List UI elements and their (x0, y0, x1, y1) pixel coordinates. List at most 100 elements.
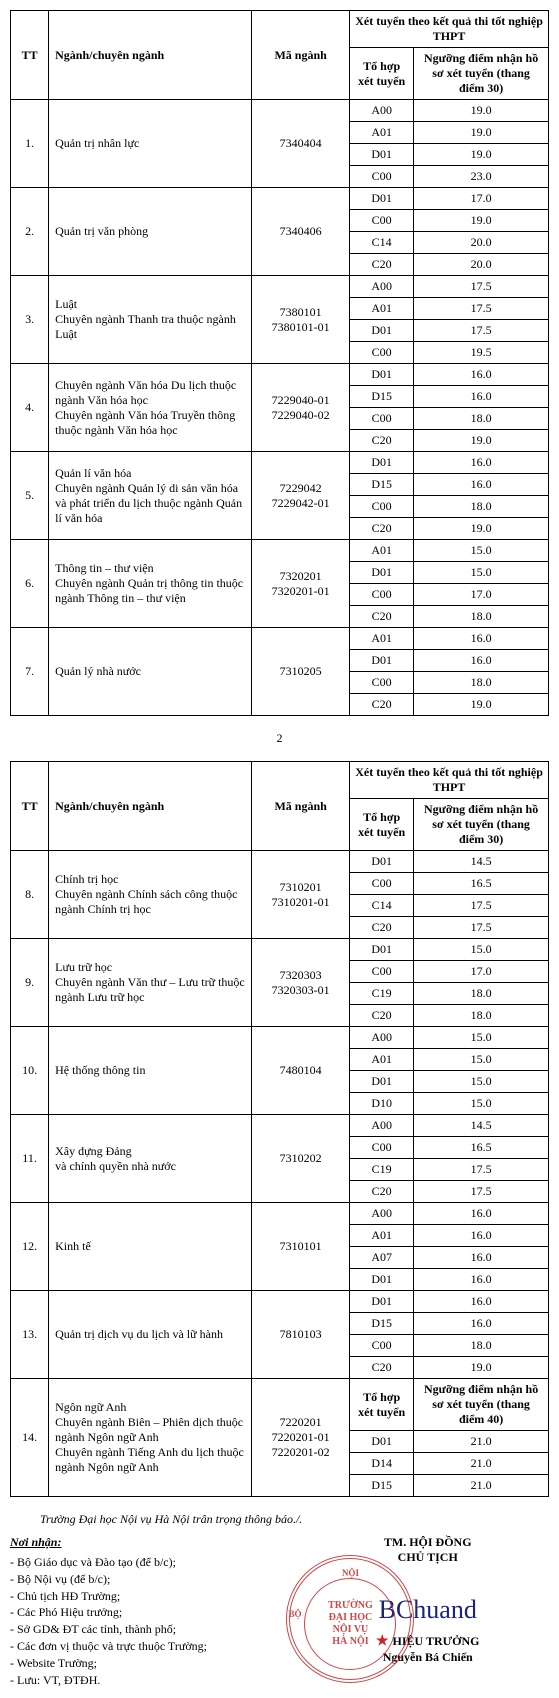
cell-tohop: A00 (350, 1027, 414, 1049)
cell-nguong: 19.0 (414, 430, 549, 452)
header-ma: Mã ngành (252, 762, 350, 851)
cell-tohop: D01 (350, 1269, 414, 1291)
cell-nguong: 16.0 (414, 1203, 549, 1225)
official-seal: NỘI TRƯỜNG ĐẠI HỌC NỘI VỤ HÀ NỘI BỘ (286, 1555, 414, 1683)
cell-nguong: 14.5 (414, 851, 549, 873)
cell-tohop: D01 (350, 1071, 414, 1093)
cell-nguong: 16.0 (414, 474, 549, 496)
cell-nguong: 20.0 (414, 254, 549, 276)
cell-tohop: A01 (350, 1225, 414, 1247)
cell-nguong: 19.0 (414, 100, 549, 122)
cell-nguong: 17.5 (414, 1181, 549, 1203)
cell-ma: 7310101 (252, 1203, 350, 1291)
cell-nguong: 18.0 (414, 606, 549, 628)
cell-nguong: 15.0 (414, 1093, 549, 1115)
cell-tohop: C20 (350, 917, 414, 939)
cell-nguong: 17.0 (414, 961, 549, 983)
distribution-item: - Chủ tịch HĐ Trường; (10, 1588, 306, 1605)
table-row: 9.Lưu trữ họcChuyên ngành Văn thư – Lưu … (11, 939, 549, 961)
table-row: 5.Quản lí văn hóaChuyên ngành Quản lý di… (11, 452, 549, 474)
cell-nguong: 14.5 (414, 1115, 549, 1137)
cell-nguong: 17.5 (414, 917, 549, 939)
table-row: 13.Quản trị dịch vụ du lịch và lữ hành78… (11, 1291, 549, 1313)
cell-nguong: 19.5 (414, 342, 549, 364)
cell-tohop: D01 (350, 144, 414, 166)
cell-tt: 4. (11, 364, 49, 452)
header-nguong: Ngưỡng điểm nhận hồ sơ xét tuyển (thang … (414, 799, 549, 851)
cell-nguong: 15.0 (414, 939, 549, 961)
cell-nganh: Quản trị nhân lực (49, 100, 252, 188)
cell-ma: 7340404 (252, 100, 350, 188)
cell-ma: 73801017380101-01 (252, 276, 350, 364)
cell-nganh: Hệ thống thông tin (49, 1027, 252, 1115)
admission-table-2: TT Ngành/chuyên ngành Mã ngành Xét tuyển… (10, 761, 549, 1497)
cell-nguong: 19.0 (414, 518, 549, 540)
cell-nguong: 17.0 (414, 188, 549, 210)
cell-nguong: 16.0 (414, 386, 549, 408)
cell-nganh: Quản lý nhà nước (49, 628, 252, 716)
cell-nguong: 15.0 (414, 540, 549, 562)
cell-ma: 7810103 (252, 1291, 350, 1379)
distribution-item: - Website Trường; (10, 1655, 306, 1672)
cell-tohop: C14 (350, 895, 414, 917)
cell-ma: 72290427229042-01 (252, 452, 350, 540)
cell-nganh: Xây dựng Đảngvà chính quyền nhà nước (49, 1115, 252, 1203)
cell-nganh: Chính trị họcChuyên ngành Chính sách côn… (49, 851, 252, 939)
cell-tohop: A00 (350, 1203, 414, 1225)
cell-tt: 9. (11, 939, 49, 1027)
cell-ma: 7229040-017229040-02 (252, 364, 350, 452)
header-nganh: Ngành/chuyên ngành (49, 11, 252, 100)
cell-tt: 13. (11, 1291, 49, 1379)
cell-tohop: C20 (350, 1005, 414, 1027)
cell-nguong: 19.0 (414, 694, 549, 716)
cell-nguong: 16.0 (414, 628, 549, 650)
cell-nguong: 16.5 (414, 1137, 549, 1159)
cell-tohop: D15 (350, 386, 414, 408)
cell-tohop: C20 (350, 430, 414, 452)
cell-tohop: D15 (350, 1313, 414, 1335)
table-row: 12.Kinh tế7310101A0016.0 (11, 1203, 549, 1225)
cell-nguong: 16.0 (414, 1269, 549, 1291)
cell-tt: 6. (11, 540, 49, 628)
cell-nguong: 16.0 (414, 1247, 549, 1269)
subheader-tohop: Tổ hợp xét tuyển (350, 1379, 414, 1431)
cell-ma: 7340406 (252, 188, 350, 276)
cell-tt: 8. (11, 851, 49, 939)
distribution-item: - Bộ Nội vụ (để b/c); (10, 1571, 306, 1588)
cell-tohop: D01 (350, 452, 414, 474)
header-tohop: Tổ hợp xét tuyển (350, 48, 414, 100)
distribution-item: - Bộ Giáo dục và Đào tạo (để b/c); (10, 1554, 306, 1571)
cell-tohop: C20 (350, 1357, 414, 1379)
header-tt: TT (11, 11, 49, 100)
table-row: 2.Quản trị văn phòng7340406D0117.0 (11, 188, 549, 210)
cell-nguong: 21.0 (414, 1431, 549, 1453)
cell-ma: 7310202 (252, 1115, 350, 1203)
distribution-item: - Các Phó Hiệu trưởng; (10, 1604, 306, 1621)
cell-tohop: D01 (350, 650, 414, 672)
cell-nguong: 18.0 (414, 408, 549, 430)
cell-tohop: D01 (350, 562, 414, 584)
table-row: 7.Quản lý nhà nước7310205A0116.0 (11, 628, 549, 650)
cell-tohop: A01 (350, 122, 414, 144)
cell-tohop: A00 (350, 100, 414, 122)
cell-tohop: C14 (350, 232, 414, 254)
cell-tohop: A00 (350, 1115, 414, 1137)
cell-tohop: C00 (350, 1335, 414, 1357)
cell-tohop: C00 (350, 672, 414, 694)
distribution-title: Nơi nhận: (10, 1535, 306, 1550)
table-row: 3.LuậtChuyên ngành Thanh tra thuộc ngành… (11, 276, 549, 298)
table-row: 1.Quản trị nhân lực7340404A0019.0 (11, 100, 549, 122)
distribution-item: - Lưu: VT, ĐTĐH. (10, 1672, 306, 1689)
cell-nganh: Thông tin – thư việnChuyên ngành Quản tr… (49, 540, 252, 628)
cell-nguong: 17.5 (414, 1159, 549, 1181)
cell-tt: 3. (11, 276, 49, 364)
cell-nguong: 17.0 (414, 584, 549, 606)
cell-nguong: 23.0 (414, 166, 549, 188)
cell-nguong: 15.0 (414, 1027, 549, 1049)
header-ma: Mã ngành (252, 11, 350, 100)
sign-line-1: TM. HỘI ĐỒNG (306, 1535, 549, 1550)
distribution-list: Nơi nhận: - Bộ Giáo dục và Đào tạo (để b… (10, 1535, 306, 1688)
cell-tohop: C00 (350, 166, 414, 188)
admission-table-1: TT Ngành/chuyên ngành Mã ngành Xét tuyển… (10, 10, 549, 716)
cell-nguong: 15.0 (414, 562, 549, 584)
